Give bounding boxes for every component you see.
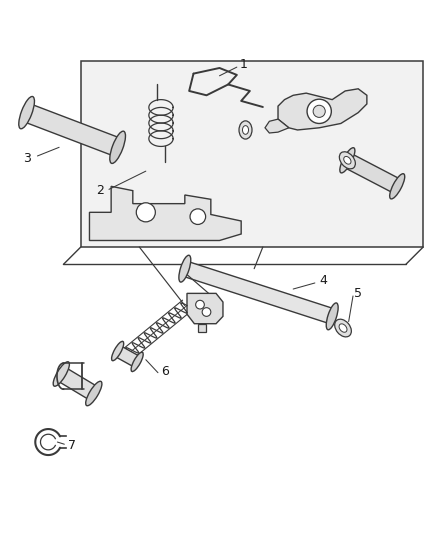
Text: 2: 2 [96, 184, 104, 197]
Polygon shape [182, 261, 334, 324]
Polygon shape [89, 187, 240, 240]
Ellipse shape [110, 131, 125, 164]
Polygon shape [198, 324, 206, 333]
Polygon shape [343, 154, 400, 193]
Text: 4: 4 [319, 274, 327, 287]
Ellipse shape [238, 121, 251, 139]
Ellipse shape [338, 324, 346, 332]
Circle shape [312, 105, 325, 117]
Text: 5: 5 [353, 287, 361, 300]
Circle shape [136, 203, 155, 222]
Ellipse shape [343, 157, 350, 164]
Text: 3: 3 [23, 152, 31, 165]
Polygon shape [265, 119, 288, 133]
Text: 1: 1 [239, 58, 247, 70]
Ellipse shape [334, 319, 350, 337]
Ellipse shape [389, 174, 404, 199]
Ellipse shape [339, 148, 354, 173]
Polygon shape [187, 293, 223, 324]
Circle shape [195, 300, 204, 309]
Circle shape [202, 308, 210, 317]
Ellipse shape [19, 96, 34, 129]
Circle shape [306, 99, 331, 124]
Ellipse shape [111, 341, 124, 361]
Polygon shape [57, 367, 98, 400]
Polygon shape [114, 346, 140, 367]
Ellipse shape [85, 381, 102, 406]
Ellipse shape [178, 255, 191, 282]
Circle shape [190, 209, 205, 224]
Text: 6: 6 [161, 365, 169, 378]
Ellipse shape [325, 303, 337, 330]
Text: 7: 7 [68, 439, 76, 452]
Polygon shape [23, 104, 121, 156]
Polygon shape [81, 61, 422, 247]
Ellipse shape [339, 152, 355, 169]
Ellipse shape [242, 126, 248, 134]
Ellipse shape [53, 362, 69, 386]
Polygon shape [277, 89, 366, 130]
Ellipse shape [131, 352, 143, 372]
